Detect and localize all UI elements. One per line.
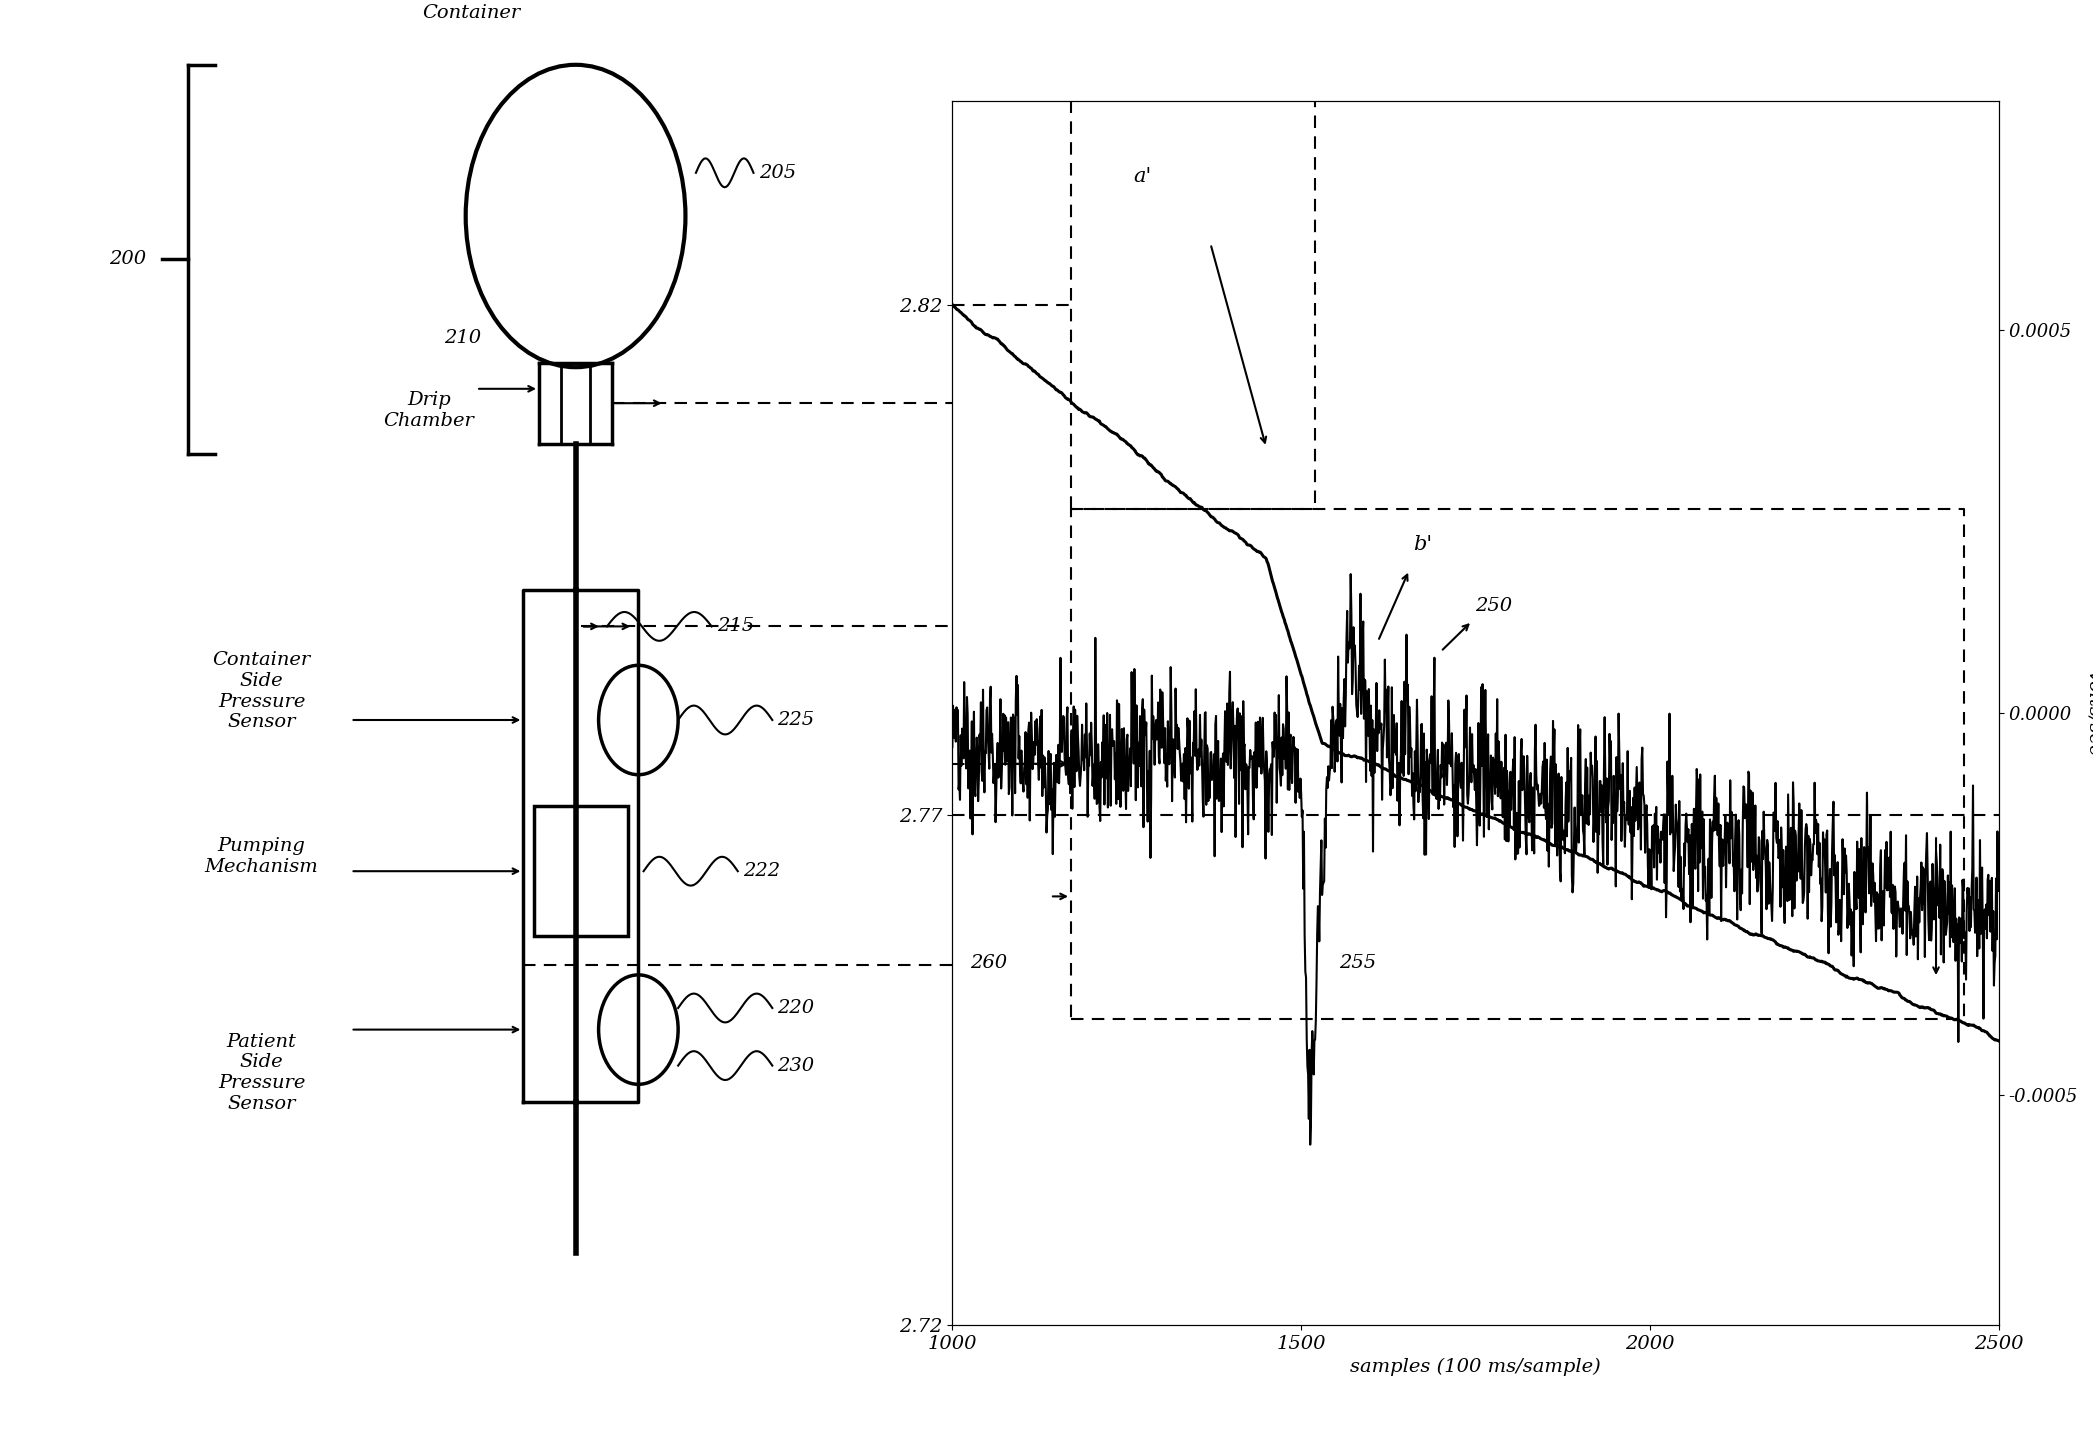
Text: 215: 215: [716, 618, 753, 635]
Bar: [534, 806, 628, 936]
X-axis label: samples (100 ms/sample): samples (100 ms/sample): [1350, 1358, 1601, 1377]
Text: a': a': [1134, 167, 1151, 186]
Text: 230: 230: [777, 1057, 814, 1074]
Text: 222: 222: [743, 863, 781, 880]
Text: 260: 260: [969, 953, 1007, 972]
Text: Drip
Chamber: Drip Chamber: [383, 392, 475, 429]
Text: 205: 205: [760, 164, 795, 181]
Text: 250: 250: [1476, 596, 1513, 615]
Text: Pumping
Mechanism: Pumping Mechanism: [205, 838, 318, 876]
Text: 255: 255: [1340, 953, 1377, 972]
Text: Patient
Side
Pressure
Sensor: Patient Side Pressure Sensor: [218, 1032, 306, 1113]
Text: b': b': [1413, 534, 1432, 553]
Y-axis label: volts/sec: volts/sec: [2085, 670, 2093, 756]
Text: 210: 210: [444, 330, 481, 347]
Text: 200: 200: [109, 251, 147, 268]
Text: 225: 225: [777, 711, 814, 729]
Text: Container: Container: [423, 4, 519, 22]
Text: 220: 220: [777, 999, 814, 1017]
Text: Container
Side
Pressure
Sensor: Container Side Pressure Sensor: [213, 651, 310, 732]
